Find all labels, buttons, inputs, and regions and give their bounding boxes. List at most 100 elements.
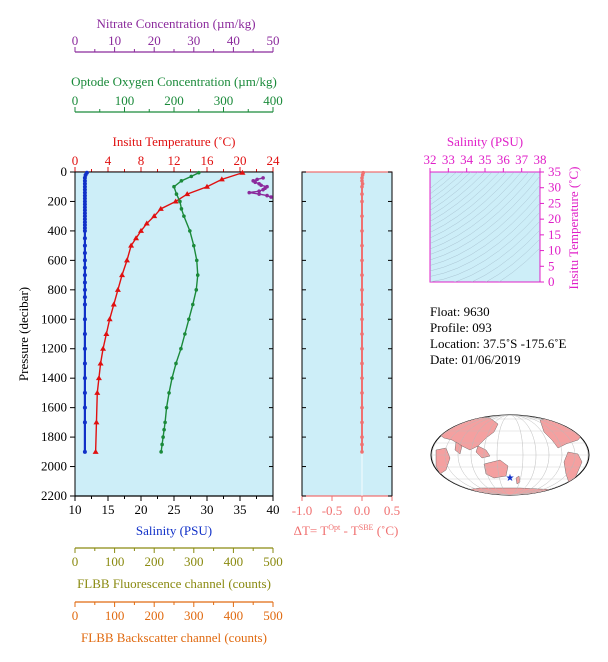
- ts-density-contour: [430, 172, 500, 228]
- temperature-point: [119, 272, 126, 278]
- nitrate-point: [253, 180, 257, 185]
- oxygen-point: [192, 243, 196, 248]
- temperature-axis-label: Insitu Temperature (˚C): [112, 134, 235, 149]
- salinity-axis-tick-label: 15: [102, 502, 115, 517]
- delta-series: [360, 170, 366, 454]
- ts-density-contour: [430, 172, 493, 222]
- oxygen-axis-tick-label: 200: [164, 93, 184, 108]
- ts-temperature-tick-label: 25: [548, 195, 561, 210]
- nitrate-point: [265, 193, 269, 198]
- ts-salinity-tick-label: 35: [479, 152, 492, 167]
- pressure-tick-label: 1400: [41, 370, 67, 385]
- nitrate-axis-tick-label: 50: [267, 33, 280, 48]
- ts-salinity-tick-label: 38: [534, 152, 547, 167]
- temperature-axis-tick-label: 24: [267, 153, 281, 168]
- salinity-point: [82, 193, 87, 198]
- oxygen-point: [191, 302, 195, 307]
- salinity-point: [82, 317, 87, 322]
- delta-point: [360, 332, 364, 336]
- ts-density-contour: [430, 184, 540, 266]
- oxygen-axis: 0 100 200 300 400: [72, 93, 283, 113]
- salinity-axis-tick-label: 30: [201, 502, 214, 517]
- pressure-tick-label: 2000: [41, 459, 67, 474]
- salinity-axis-tick-label: 10: [69, 502, 82, 517]
- salinity-point: [82, 220, 87, 225]
- salinity-point: [82, 175, 87, 180]
- salinity-axis-tick-label: 35: [234, 502, 247, 517]
- map-meridian: [444, 415, 576, 495]
- temperature-point: [114, 286, 121, 292]
- salinity-axis-tick-label: 40: [267, 502, 280, 517]
- ts-panel-frame: [429, 171, 541, 283]
- oxygen-point: [163, 420, 167, 425]
- delta-point: [360, 173, 365, 177]
- delta-tick-label: -1.0: [292, 503, 313, 518]
- nitrate-point: [259, 183, 263, 188]
- profile-series: [82, 169, 273, 454]
- salinity-point: [82, 390, 87, 395]
- ts-temperature-axis-label: Insitu Temperature (˚C): [566, 166, 581, 289]
- ts-density-contour: [430, 202, 540, 277]
- pressure-tick-label: 2200: [41, 488, 67, 503]
- nitrate-axis-label: Nitrate Concentration (µm/kg): [96, 16, 255, 31]
- delta-point: [360, 391, 364, 395]
- oxygen-axis-label: Optode Oxygen Concentration (µm/kg): [71, 74, 277, 89]
- delta-point: [360, 288, 364, 292]
- oxygen-point: [189, 174, 194, 179]
- delta-point: [360, 420, 364, 425]
- delta-point: [360, 229, 364, 233]
- oxygen-point: [195, 273, 200, 277]
- delta-point: [360, 179, 364, 183]
- oxygen-point: [159, 450, 163, 454]
- salinity-axis-label: Salinity (PSU): [136, 523, 212, 538]
- oxygen-point: [179, 207, 184, 211]
- salinity-point: [82, 287, 87, 292]
- oxygen-point: [172, 184, 176, 189]
- salinity-point: [82, 196, 87, 201]
- salinity-point: [82, 280, 87, 285]
- temperature-axis: 0 4 8 12 16 20 24: [72, 153, 281, 173]
- salinity-point: [82, 251, 87, 255]
- float-id: Float: 9630: [430, 304, 490, 319]
- pressure-tick-label: 400: [48, 223, 68, 238]
- oxygen-axis-tick-label: 100: [115, 93, 135, 108]
- delta-point: [360, 361, 364, 366]
- delta-tick-label: -0.5: [322, 503, 343, 518]
- backscatter-axis-tick-label: 300: [184, 608, 204, 623]
- temperature-point: [92, 448, 99, 454]
- fluorescence-axis-label: FLBB Fluorescence channel (counts): [77, 576, 271, 591]
- ts-density-contour: [485, 238, 540, 282]
- oxygen-point: [162, 427, 166, 432]
- fluorescence-axis-tick-label: 400: [224, 554, 244, 569]
- date: Date: 01/06/2019: [430, 352, 521, 367]
- fluorescence-axis-tick-label: 300: [184, 554, 204, 569]
- delta-point: [360, 450, 364, 454]
- salinity-point: [82, 332, 87, 336]
- oxygen-axis-tick-label: 400: [263, 93, 283, 108]
- temperature-point: [172, 198, 179, 204]
- temperature-point: [204, 183, 210, 189]
- salinity-point: [82, 178, 87, 183]
- map-meridian: [457, 415, 563, 495]
- temperature-point: [218, 176, 225, 182]
- delta-point: [360, 405, 364, 410]
- oxygen-point: [178, 199, 182, 204]
- delta-tick-label: 0.0: [354, 503, 370, 518]
- oxygen-point: [167, 391, 171, 395]
- ts-density-contour: [430, 172, 450, 189]
- delta-point: [360, 302, 364, 307]
- salinity-point: [82, 302, 87, 307]
- temperature-point: [157, 205, 164, 211]
- new-zealand-landmass: [515, 475, 521, 485]
- ts-temperature-tick-label: 5: [548, 258, 555, 273]
- temperature-axis-tick-label: 8: [138, 153, 145, 168]
- pressure-tick-label: 600: [48, 252, 68, 267]
- nitrate-point: [247, 190, 252, 195]
- ts-density-contour: [430, 172, 486, 217]
- salinity-point: [82, 243, 87, 248]
- ts-density-contour: [430, 172, 537, 255]
- profile-number: Profile: 093: [430, 320, 492, 335]
- backscatter-axis-tick-label: 500: [263, 608, 283, 623]
- delta-point: [360, 176, 364, 180]
- delta-point: [360, 376, 364, 380]
